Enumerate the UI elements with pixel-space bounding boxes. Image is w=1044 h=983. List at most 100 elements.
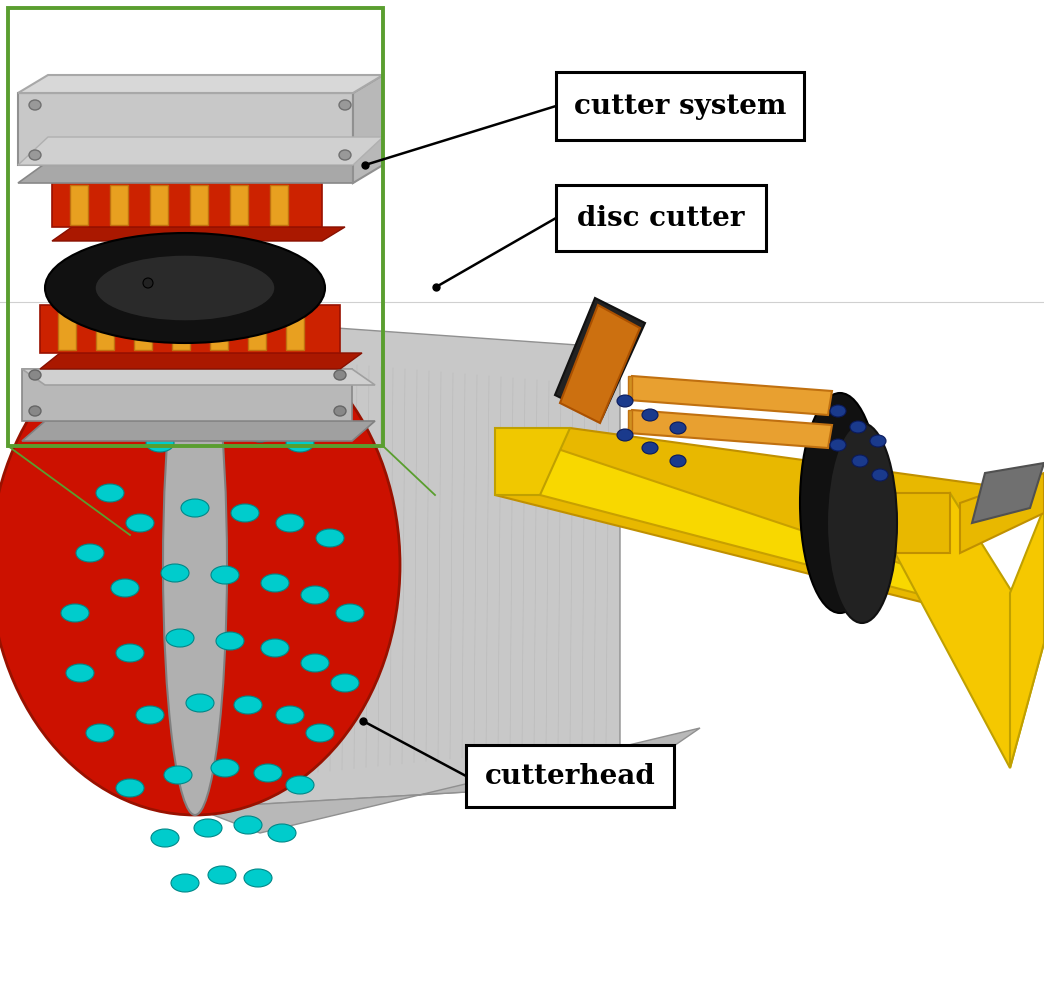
Ellipse shape [261,639,289,657]
Ellipse shape [276,706,304,724]
Ellipse shape [234,696,262,714]
Bar [270,185,288,225]
Text: disc cutter: disc cutter [577,204,744,232]
Ellipse shape [617,395,633,407]
Ellipse shape [339,150,351,160]
Polygon shape [628,376,632,400]
Bar [18,93,353,165]
Bar [172,308,190,350]
Ellipse shape [0,315,400,815]
Ellipse shape [850,421,867,433]
Ellipse shape [800,393,880,613]
Ellipse shape [146,434,174,452]
Ellipse shape [216,632,244,650]
Ellipse shape [830,405,846,417]
Ellipse shape [126,514,155,532]
Ellipse shape [208,866,236,884]
Ellipse shape [872,469,888,481]
Polygon shape [353,75,383,183]
Ellipse shape [231,504,259,522]
Polygon shape [628,376,832,415]
Polygon shape [495,428,984,613]
Ellipse shape [66,664,94,682]
Ellipse shape [339,100,351,110]
Ellipse shape [276,514,304,532]
Polygon shape [22,369,375,385]
Ellipse shape [194,819,222,837]
Ellipse shape [61,604,89,622]
Bar [96,308,114,350]
Ellipse shape [111,579,139,597]
Ellipse shape [29,370,41,380]
Ellipse shape [830,439,846,451]
Polygon shape [628,410,632,433]
Bar [190,185,208,225]
Bar [110,185,128,225]
Ellipse shape [29,100,41,110]
Text: cutter system: cutter system [574,92,786,120]
Polygon shape [895,493,1044,768]
Bar [22,369,352,421]
Polygon shape [495,428,570,495]
Ellipse shape [852,455,868,467]
Polygon shape [972,463,1044,523]
Ellipse shape [331,674,359,692]
Ellipse shape [670,455,686,467]
Ellipse shape [316,529,345,547]
Ellipse shape [286,776,314,794]
Ellipse shape [76,544,104,562]
Ellipse shape [116,779,144,797]
Ellipse shape [268,824,296,842]
Ellipse shape [301,654,329,672]
Ellipse shape [336,604,364,622]
Bar [150,185,168,225]
Ellipse shape [211,566,239,584]
Ellipse shape [261,574,289,592]
Polygon shape [895,493,950,553]
Bar [40,305,340,353]
Polygon shape [18,165,378,183]
Ellipse shape [45,233,325,343]
Ellipse shape [163,315,227,815]
Bar [52,182,322,227]
Polygon shape [555,298,645,418]
FancyBboxPatch shape [556,185,766,251]
Ellipse shape [234,816,262,834]
Bar [210,308,228,350]
Polygon shape [628,410,832,448]
Polygon shape [560,305,640,423]
Ellipse shape [136,706,164,724]
Bar [248,308,266,350]
Ellipse shape [96,484,124,502]
Ellipse shape [870,435,886,447]
Ellipse shape [827,423,897,623]
Polygon shape [195,728,699,833]
Bar [70,185,88,225]
Polygon shape [40,353,362,369]
Ellipse shape [166,629,194,647]
Ellipse shape [164,766,192,784]
Polygon shape [22,421,375,441]
Ellipse shape [286,434,314,452]
Ellipse shape [306,724,334,742]
Polygon shape [52,227,345,241]
Ellipse shape [246,424,274,442]
Polygon shape [960,473,1044,553]
Polygon shape [495,428,992,613]
Ellipse shape [211,759,239,777]
Ellipse shape [196,419,224,437]
FancyBboxPatch shape [556,72,804,140]
Polygon shape [1010,508,1044,768]
Bar [8,8,383,446]
Ellipse shape [254,764,282,782]
Ellipse shape [642,409,658,421]
Ellipse shape [171,874,199,892]
Ellipse shape [95,255,275,321]
FancyBboxPatch shape [466,745,674,807]
Bar [286,308,304,350]
Ellipse shape [29,406,41,416]
Bar [230,185,248,225]
Polygon shape [195,318,620,808]
Ellipse shape [181,499,209,517]
Ellipse shape [301,586,329,604]
